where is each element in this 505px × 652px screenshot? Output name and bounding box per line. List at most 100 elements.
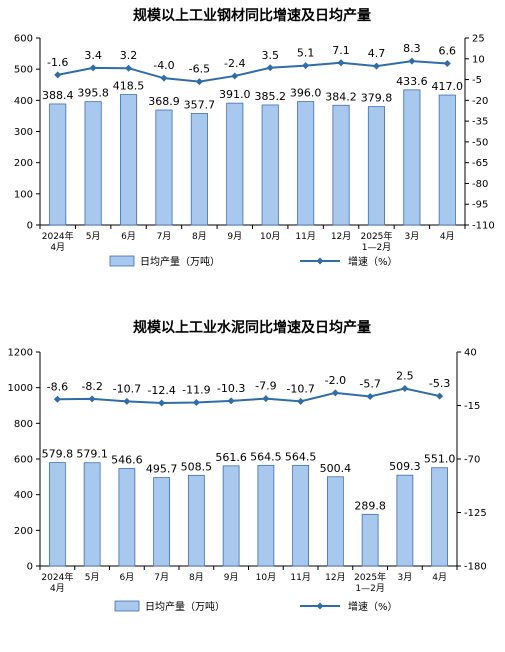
line-point: [408, 57, 416, 65]
y-right-tick-label: -80: [472, 179, 488, 190]
x-tick-label: 1—2月: [355, 583, 384, 594]
y-left-tick-label: 0: [27, 221, 33, 232]
line-value-label: -12.4: [147, 384, 175, 397]
bar: [118, 468, 136, 567]
line-point: [195, 78, 203, 86]
legend-bar-swatch: [114, 600, 140, 612]
line-value-label: -5.7: [359, 377, 380, 390]
x-tick-label: 4月: [440, 231, 455, 242]
y-right-tick-label: -95: [472, 200, 488, 211]
line-value-label: 4.7: [368, 47, 386, 60]
y-right-tick-label: -35: [472, 117, 488, 128]
bar: [49, 103, 67, 226]
x-tick-label: 6月: [121, 231, 136, 242]
x-tick-label: 2025年: [354, 571, 386, 583]
line-point: [266, 64, 274, 72]
y-right-tick-label: -65: [472, 158, 488, 169]
line-value-label: 7.1: [332, 44, 350, 57]
line-point: [227, 397, 235, 405]
chart-title: 规模以上工业钢材同比增速及日均产量: [133, 7, 371, 24]
line-point: [88, 395, 96, 403]
line-point: [54, 71, 62, 79]
line-value-label: -10.7: [286, 382, 314, 395]
x-tick-label: 11月: [295, 231, 315, 242]
bar: [431, 467, 449, 567]
x-tick-label: 2025年: [361, 230, 393, 242]
line-point: [123, 397, 131, 405]
line-point: [331, 389, 339, 397]
line-value-label: -1.6: [47, 56, 68, 69]
line-value-label: -6.5: [189, 63, 210, 76]
y-left-tick-label: 300: [14, 127, 33, 138]
x-tick-label: 10月: [256, 572, 276, 583]
line-value-label: -11.9: [182, 383, 210, 396]
line-value-label: -4.0: [153, 59, 174, 72]
x-tick-label: 9月: [227, 231, 242, 242]
line-point: [401, 384, 409, 392]
y-left-tick-label: 600: [14, 455, 33, 466]
bar: [396, 474, 414, 567]
y-left-tick-label: 200: [14, 158, 33, 169]
line-point: [366, 392, 374, 400]
bar-value-label: 289.8: [354, 499, 386, 512]
bar-value-label: 564.5: [285, 450, 317, 463]
x-tick-label: 4月: [50, 242, 65, 253]
bar: [297, 101, 315, 226]
bar: [326, 476, 344, 567]
line-value-label: 5.1: [297, 47, 315, 60]
bar-value-label: 395.8: [77, 87, 109, 100]
line-point: [337, 59, 345, 67]
bar: [153, 477, 171, 567]
y-left-tick-label: 0: [27, 562, 33, 573]
y-left-tick-label: 800: [14, 419, 33, 430]
line-point: [160, 74, 168, 82]
y-left-tick-label: 600: [14, 34, 33, 45]
legend-line-marker: [316, 257, 324, 265]
x-tick-label: 5月: [86, 231, 101, 242]
bar: [155, 109, 173, 226]
bar-value-label: 417.0: [432, 80, 464, 93]
line-value-label: -8.6: [47, 380, 68, 393]
legend-bar-swatch: [109, 255, 135, 267]
y-right-tick-label: -125: [464, 508, 487, 519]
x-tick-label: 12月: [331, 231, 351, 242]
x-tick-label: 11月: [290, 572, 310, 583]
line-value-label: -2.0: [325, 374, 346, 387]
growth-line: [57, 387, 440, 404]
bar: [187, 474, 205, 567]
line-point: [53, 395, 61, 403]
x-tick-label: 12月: [325, 572, 345, 583]
bar-value-label: 396.0: [290, 87, 322, 100]
x-tick-label: 3月: [405, 231, 420, 242]
x-tick-label: 6月: [120, 572, 135, 583]
bar: [226, 102, 244, 226]
bar: [292, 464, 310, 567]
y-right-tick-label: -110: [472, 221, 495, 232]
growth-line: [57, 60, 448, 83]
line-point: [302, 62, 310, 70]
bar: [403, 89, 421, 226]
y-right-tick-label: 10: [472, 54, 485, 65]
bar-value-label: 579.1: [76, 448, 108, 461]
y-right-tick-label: -15: [464, 401, 480, 412]
bar-value-label: 546.6: [111, 454, 143, 467]
line-point: [436, 392, 444, 400]
chart-title: 规模以上工业水泥同比增速及日均产量: [133, 319, 371, 336]
y-left-tick-label: 500: [14, 65, 33, 76]
y-left-tick-label: 1200: [8, 348, 33, 359]
y-right-tick-label: -5: [472, 75, 482, 86]
bar: [361, 513, 379, 567]
line-value-label: 8.3: [403, 42, 421, 55]
y-left-tick-label: 1000: [8, 383, 33, 394]
x-tick-label: 4月: [50, 583, 65, 594]
bar-value-label: 433.6: [396, 75, 428, 88]
x-tick-label: 4月: [432, 572, 447, 583]
bar-value-label: 391.0: [219, 88, 251, 101]
bar: [83, 462, 101, 567]
legend-bar-label: 日均产量（万吨）: [145, 600, 225, 613]
bar-value-label: 384.2: [325, 90, 357, 103]
line-point: [443, 59, 451, 67]
x-tick-label: 7月: [157, 231, 172, 242]
line-point: [192, 398, 200, 406]
